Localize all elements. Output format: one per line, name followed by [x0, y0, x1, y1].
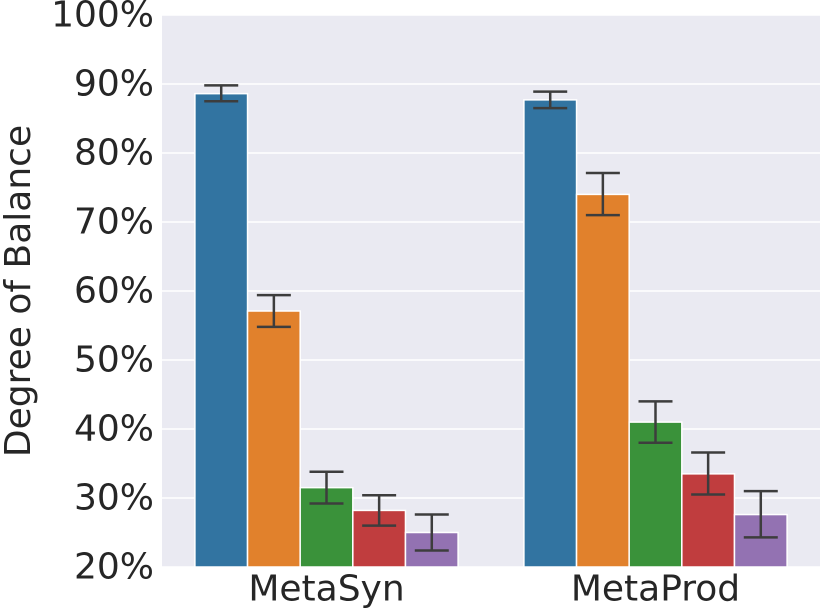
y-tick-label: 30%: [74, 478, 154, 519]
y-tick-label: 100%: [51, 0, 154, 36]
y-tick-label: 90%: [74, 64, 154, 105]
y-axis-ticks: 20% 30% 40% 50% 60% 70% 80% 90% 100%: [51, 0, 154, 588]
y-axis-label: Degree of Balance: [0, 125, 39, 457]
bar: [575, 193, 630, 568]
bar: [523, 99, 578, 568]
bars: [194, 92, 788, 568]
y-tick-label: 40%: [74, 409, 154, 450]
error-bars: [204, 84, 778, 552]
y-tick-label: 20%: [74, 547, 154, 588]
y-tick-label: 70%: [74, 202, 154, 243]
y-tick-label: 50%: [74, 340, 154, 381]
y-tick-label: 80%: [74, 133, 154, 174]
x-axis-ticks: MetaSyn MetaProd: [248, 569, 740, 610]
bar: [194, 92, 249, 568]
x-tick-label: MetaSyn: [248, 569, 404, 610]
y-tick-label: 60%: [74, 271, 154, 312]
bar: [246, 310, 301, 568]
x-tick-label: MetaProd: [571, 569, 740, 610]
